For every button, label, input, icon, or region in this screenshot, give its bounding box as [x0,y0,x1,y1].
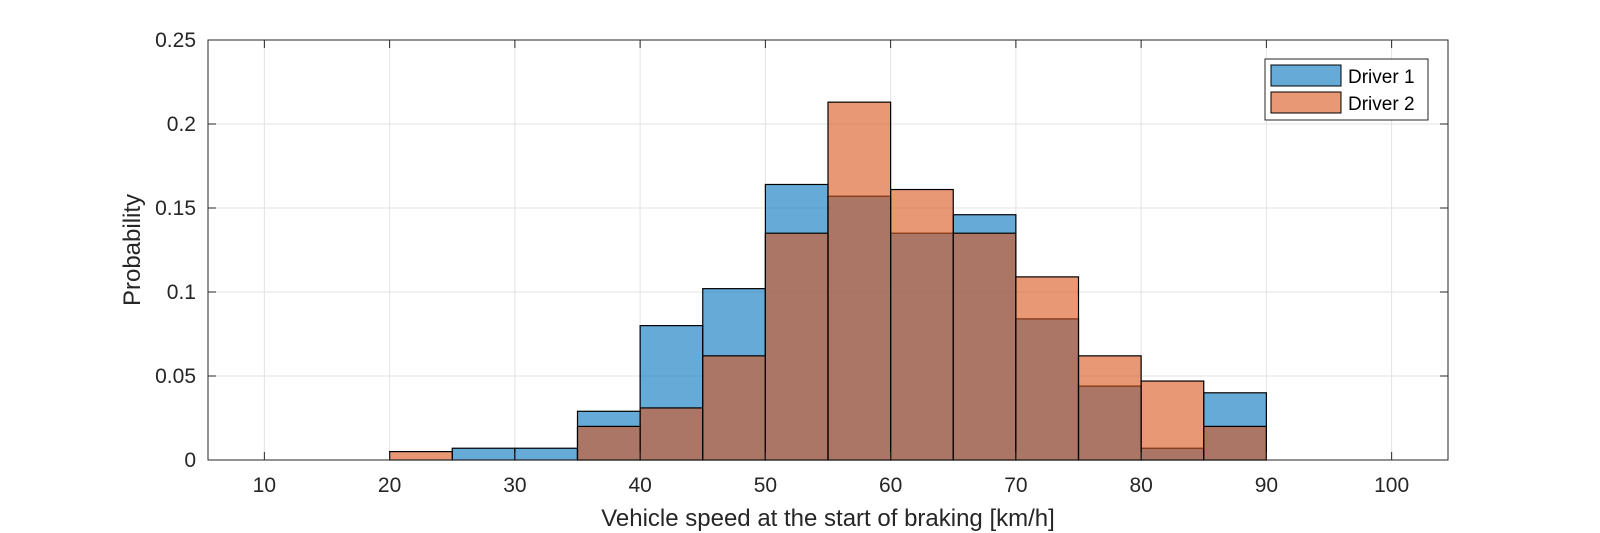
histogram-bar [389,451,453,461]
histogram-bar [1015,276,1080,461]
x-tick-label: 100 [1374,474,1409,497]
legend-swatch-driver-1 [1270,64,1342,87]
y-tick-label: 0.25 [155,29,196,52]
series-driver-2 [389,101,1267,461]
x-tick-label: 90 [1255,474,1278,497]
legend-label-driver-1: Driver 1 [1348,67,1415,88]
histogram-bar [1140,380,1205,461]
tick-labels: 10 20 30 40 50 60 70 80 90 100 0 0.05 0.1 0.15 0.2 0.25 [155,29,1409,497]
x-tick-label: 30 [503,474,526,497]
y-tick-label: 0 [184,449,196,472]
y-axis-label: Probability [119,194,146,306]
histogram-bar [702,355,766,461]
histogram-bar [639,407,704,461]
histogram-bar [827,101,892,461]
histogram-bar [514,447,579,461]
y-tick-label: 0.2 [167,113,196,136]
histogram-bar [890,188,954,461]
x-tick-label: 50 [754,474,777,497]
legend-swatch-driver-2 [1270,91,1342,114]
x-tick-label: 60 [879,474,902,497]
x-tick-label: 40 [628,474,651,497]
legend-label-driver-2: Driver 2 [1348,94,1415,115]
x-axis-label: Vehicle speed at the start of braking [k… [601,505,1055,532]
plot-frame [207,39,1449,461]
y-tick-label: 0.05 [155,365,196,388]
x-tick-label: 10 [253,474,276,497]
histogram-bar [1077,355,1142,461]
histogram-bars [389,101,1267,461]
histogram-bar [1203,425,1267,461]
y-tick-label: 0.15 [155,197,196,220]
histogram-bar [952,232,1017,461]
histogram-bar [576,425,641,461]
legend: Driver 1 Driver 2 [1264,58,1429,121]
histogram-bar [451,447,516,461]
y-tick-label: 0.1 [167,281,196,304]
x-tick-label: 80 [1129,474,1152,497]
x-tick-label: 70 [1004,474,1027,497]
axis-ticks [208,39,1448,461]
x-tick-label: 20 [378,474,401,497]
histogram-bar [764,232,829,461]
